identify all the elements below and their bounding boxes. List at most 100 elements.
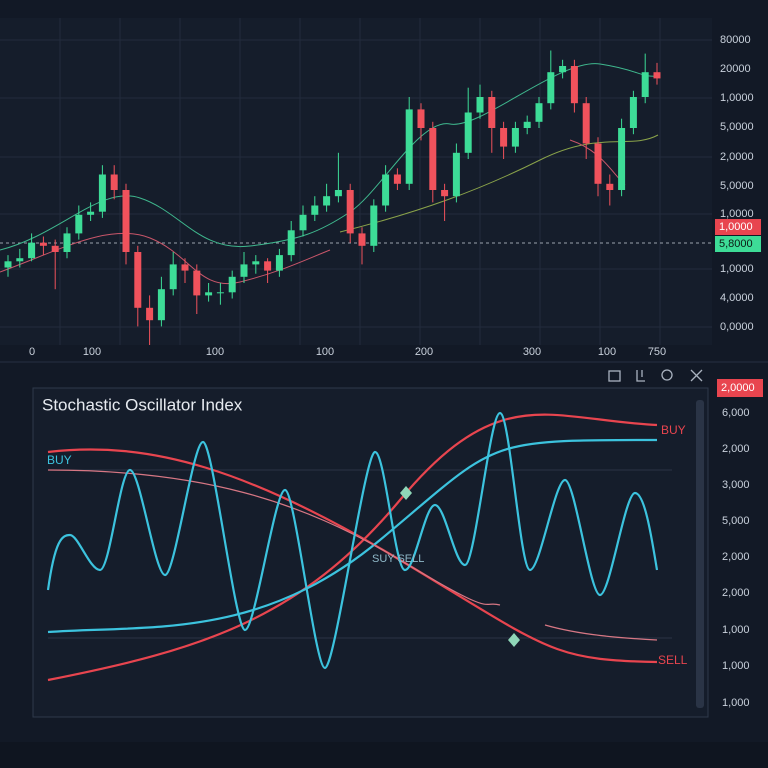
sell-label: SELL xyxy=(658,653,688,667)
candle-body xyxy=(429,128,437,190)
candle-body xyxy=(334,190,342,197)
candle-body xyxy=(216,292,224,294)
candle-body xyxy=(547,72,555,104)
candle-body xyxy=(299,214,307,231)
buy-label: BUY xyxy=(47,453,72,467)
candle-body xyxy=(606,183,614,190)
candle-body xyxy=(452,152,460,197)
candle-body xyxy=(653,72,661,79)
tool-icon[interactable] xyxy=(636,370,645,382)
candle-body xyxy=(311,205,319,215)
cross-label: SUY SELL xyxy=(372,553,424,565)
candle-body xyxy=(500,128,508,147)
cross-marker xyxy=(400,486,412,500)
candle-body xyxy=(63,233,71,252)
candle-body xyxy=(570,66,578,104)
y-axis-label: 1,000 xyxy=(722,660,750,672)
candle-body xyxy=(98,174,106,212)
candle-body xyxy=(382,174,390,206)
candle-body xyxy=(146,307,154,321)
candle-body xyxy=(582,103,590,144)
signal-line xyxy=(47,438,658,634)
price-badge-label: 1,0000 xyxy=(719,221,753,233)
candle-body xyxy=(87,211,95,215)
candle-body xyxy=(393,174,401,184)
candle-body xyxy=(346,190,354,234)
candle-body xyxy=(629,97,637,128)
signal-line xyxy=(47,469,658,641)
y-axis-label: 2,000 xyxy=(722,551,750,563)
close-icon[interactable] xyxy=(690,369,703,382)
oscillator-panel xyxy=(32,387,709,718)
candle-body xyxy=(51,245,59,252)
candle-body xyxy=(441,190,449,197)
candle-body xyxy=(323,196,331,206)
candle-body xyxy=(110,174,118,190)
y-axis-label: 3,000 xyxy=(722,479,750,491)
signal-line xyxy=(47,413,658,682)
candle-body xyxy=(641,72,649,97)
buy-label: BUY xyxy=(661,423,686,437)
candle-body xyxy=(75,214,83,234)
candle-body xyxy=(122,190,130,252)
candle-body xyxy=(157,289,165,321)
candle-body xyxy=(511,128,519,147)
candle-body xyxy=(594,143,602,184)
cross-marker xyxy=(508,633,520,647)
badge xyxy=(717,379,763,397)
candle-body xyxy=(181,264,189,271)
candle-body xyxy=(275,255,283,271)
oscillator-axis: 6,000 2,000 3,000 5,000 2,000 2,000 1,000 1,000… xyxy=(722,407,750,709)
candle-body xyxy=(205,292,213,296)
y-axis-label: 1,0000 xyxy=(720,208,754,220)
moving-average xyxy=(339,134,659,233)
x-axis-label: 100 xyxy=(316,346,334,358)
x-axis-label: 100 xyxy=(206,346,224,358)
x-axis-label: 0 xyxy=(29,346,35,358)
candle-body xyxy=(134,252,142,308)
price-badge-label: 5,8000 xyxy=(719,238,753,250)
candle-body xyxy=(264,261,272,271)
scrollbar[interactable] xyxy=(696,400,704,708)
y-axis-label: 4,0000 xyxy=(720,292,754,304)
y-axis-label: 2,000 xyxy=(722,587,750,599)
y-axis-label: 5,000 xyxy=(722,515,750,527)
candle-body xyxy=(240,264,248,277)
y-axis-label: 1,000 xyxy=(722,624,750,636)
candle-body xyxy=(535,103,543,122)
price-badge xyxy=(715,236,761,252)
candle-body xyxy=(618,128,626,190)
candle-body xyxy=(193,270,201,296)
y-axis-label: 2,0000 xyxy=(720,151,754,163)
candle-body xyxy=(559,66,567,73)
candle-body xyxy=(464,112,472,153)
candle-body xyxy=(39,242,47,246)
candle-body xyxy=(16,258,24,262)
price-badge xyxy=(715,219,761,235)
candle-body xyxy=(370,205,378,246)
y-axis-label: 20000 xyxy=(720,63,751,75)
candle-body xyxy=(287,230,295,256)
y-axis-label: 1,0000 xyxy=(720,263,754,275)
tool-icon[interactable] xyxy=(661,369,673,381)
panel-title: Stochastic Oscillator Index xyxy=(42,395,243,414)
candle-body xyxy=(4,261,12,268)
candle-body xyxy=(417,109,425,128)
y-axis-label: 6,000 xyxy=(722,407,750,419)
x-axis-label: 100 xyxy=(83,346,101,358)
candle-body xyxy=(476,97,484,113)
y-axis-label: 80000 xyxy=(720,34,751,46)
tool-icon[interactable] xyxy=(608,370,621,382)
price-panel xyxy=(0,18,712,345)
y-axis-label: 0,0000 xyxy=(720,321,754,333)
candle-body xyxy=(228,276,236,293)
x-axis-label: 200 xyxy=(415,346,433,358)
x-axis-label: 750 xyxy=(648,346,666,358)
toolbar xyxy=(608,369,703,382)
candle-body xyxy=(252,261,260,265)
candle-body xyxy=(523,121,531,128)
x-axis-label: 300 xyxy=(523,346,541,358)
badge-label: 2,0000 xyxy=(721,382,755,394)
candle-body xyxy=(169,264,177,290)
